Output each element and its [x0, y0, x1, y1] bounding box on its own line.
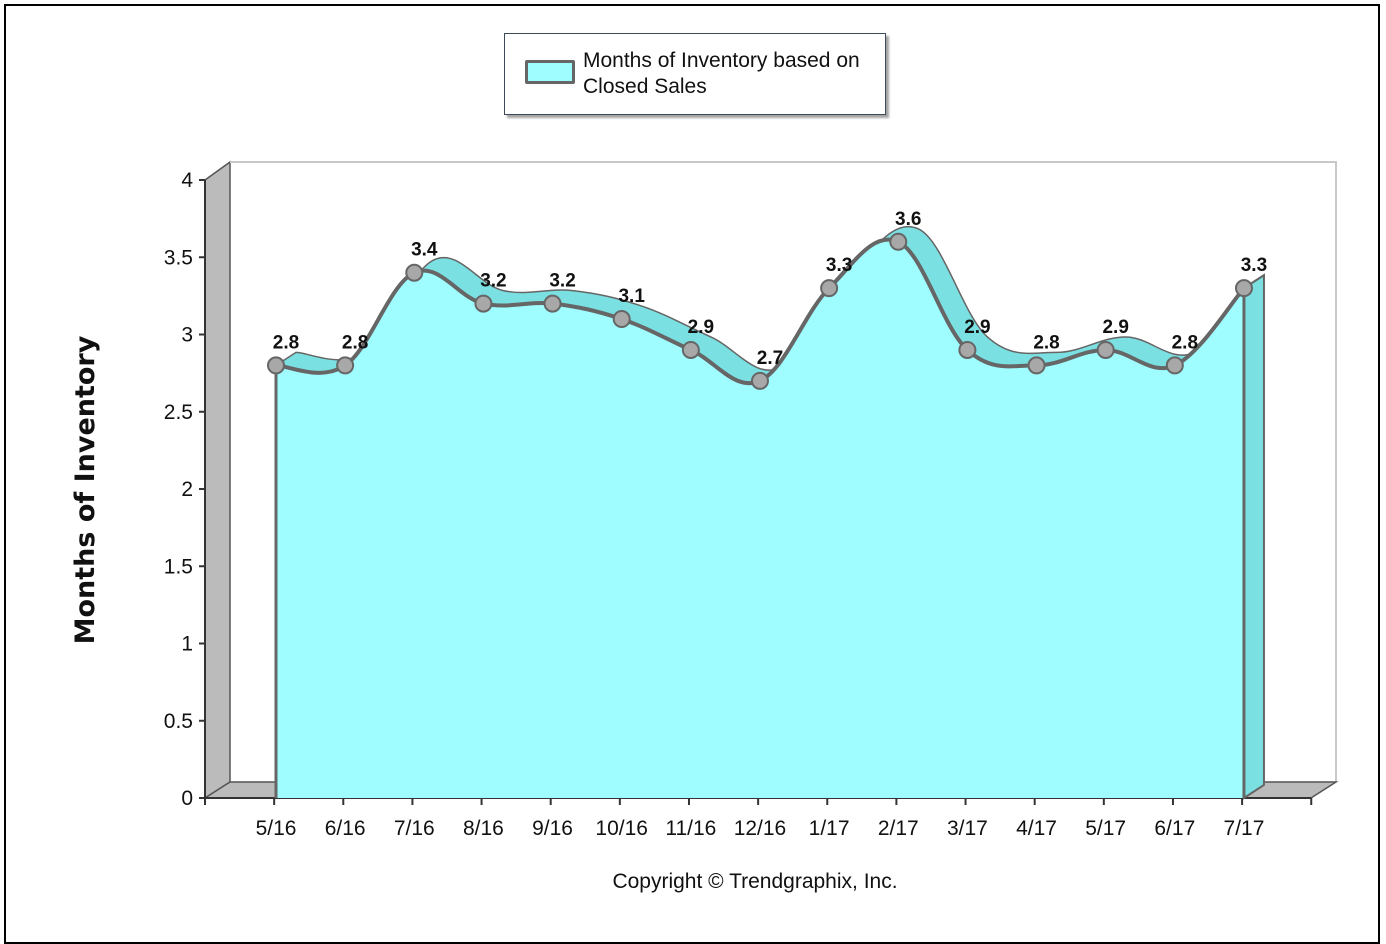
x-tick-label: 9/16 — [532, 817, 573, 840]
x-tick-label: 5/17 — [1085, 817, 1126, 840]
y-tick-label: 3 — [181, 324, 193, 347]
data-point — [543, 294, 562, 313]
data-points — [267, 232, 1253, 390]
x-tick-label: 1/17 — [809, 817, 850, 840]
data-label: 2.8 — [342, 332, 368, 353]
data-point — [612, 310, 631, 329]
legend-swatch — [525, 60, 575, 84]
y-tick-label: 0.5 — [164, 710, 193, 733]
data-label: 3.3 — [826, 255, 852, 276]
data-point — [1096, 340, 1115, 359]
area-front — [276, 239, 1244, 798]
data-point — [267, 356, 285, 375]
data-label: 3.6 — [895, 209, 921, 230]
series-line — [275, 237, 1246, 385]
data-point — [820, 279, 839, 298]
x-tick-label: 11/16 — [665, 817, 716, 840]
x-tick-label: 12/16 — [734, 817, 787, 840]
y-tick-label: 1.5 — [164, 555, 193, 578]
data-point — [405, 263, 424, 282]
x-ticks: 5/16 6/16 7/16 8/16 9/16 10/16 11/16 12/16 1/17 2… — [204, 798, 1313, 840]
x-tick-label: 7/16 — [394, 817, 435, 840]
data-point — [1234, 279, 1253, 298]
legend: Months of Inventory based on Closed Sale… — [504, 33, 886, 115]
copyright-text: Copyright © Trendgraphix, Inc. — [612, 870, 898, 893]
data-point — [750, 371, 769, 390]
data-point — [336, 356, 355, 375]
data-label: 2.9 — [964, 317, 990, 338]
data-label: 2.7 — [757, 348, 783, 369]
data-label: 2.8 — [273, 332, 299, 353]
left-wall — [204, 160, 231, 800]
y-ticks: 0 0.5 1 1.5 2 2.5 3 3.5 4 — [164, 169, 205, 810]
area-right-side — [1242, 273, 1265, 800]
data-label: 3.2 — [549, 271, 575, 292]
y-axis-label: Months of Inventory — [70, 335, 101, 644]
x-tick-label: 6/17 — [1154, 817, 1195, 840]
data-point — [681, 340, 700, 359]
data-point — [474, 294, 493, 313]
back-wall — [230, 161, 1337, 782]
data-label: 2.8 — [1172, 332, 1198, 353]
data-label: 2.8 — [1033, 332, 1059, 353]
data-label: 2.9 — [1102, 317, 1128, 338]
y-tick-label: 3.5 — [164, 246, 193, 269]
data-label: 2.9 — [688, 317, 714, 338]
data-label: 3.3 — [1241, 255, 1267, 276]
data-point — [1027, 356, 1046, 375]
data-point — [958, 340, 977, 359]
x-tick-label: 2/17 — [878, 817, 919, 840]
data-label: 3.2 — [480, 271, 506, 292]
y-tick-label: 2 — [181, 478, 193, 501]
x-tick-label: 8/16 — [463, 817, 504, 840]
legend-label: Months of Inventory based on Closed Sale… — [583, 49, 860, 98]
data-labels: 2.8 2.8 3.4 3.2 3.2 3.1 2.9 2.7 3.3 3.6 2.9 2.8 2.9 2… — [273, 209, 1267, 369]
data-point — [889, 232, 908, 251]
x-tick-label: 4/17 — [1016, 817, 1057, 840]
x-tick-label: 7/17 — [1224, 817, 1265, 840]
y-tick-label: 0 — [181, 787, 193, 810]
x-tick-label: 3/17 — [947, 817, 988, 840]
data-point — [1165, 356, 1184, 375]
x-tick-label: 5/16 — [256, 817, 297, 840]
data-label: 3.4 — [411, 240, 438, 261]
y-tick-label: 1 — [181, 633, 193, 656]
y-tick-label: 4 — [181, 169, 193, 192]
x-tick-label: 6/16 — [325, 817, 366, 840]
x-tick-label: 10/16 — [595, 817, 648, 840]
y-tick-label: 2.5 — [164, 401, 193, 424]
data-label: 3.1 — [618, 286, 645, 307]
